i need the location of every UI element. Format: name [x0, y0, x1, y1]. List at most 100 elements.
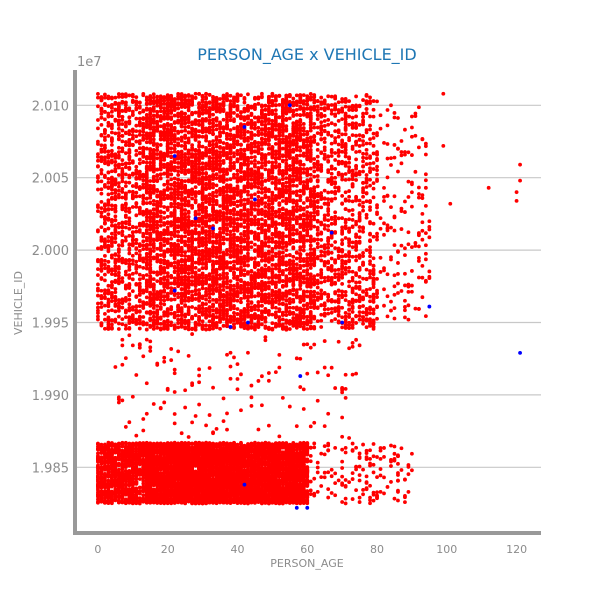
- scatter-point: [141, 276, 145, 280]
- scatter-point: [222, 196, 226, 200]
- scatter-point: [124, 315, 128, 319]
- scatter-point: [239, 272, 243, 276]
- scatter-point: [155, 128, 159, 132]
- scatter-point: [113, 264, 117, 268]
- scatter-point: [127, 243, 131, 247]
- scatter-point: [127, 252, 131, 256]
- scatter-point: [113, 290, 117, 294]
- scatter-point: [152, 148, 156, 152]
- scatter-point: [145, 147, 149, 151]
- scatter-point: [103, 136, 107, 140]
- scatter-point: [302, 167, 306, 171]
- scatter-point: [190, 154, 194, 158]
- scatter-point: [100, 264, 104, 268]
- scatter-point: [312, 207, 316, 211]
- scatter-point: [183, 240, 187, 244]
- scatter-point: [215, 172, 219, 176]
- scatter-point: [215, 128, 219, 132]
- scatter-point: [166, 206, 170, 210]
- scatter-point: [222, 280, 226, 284]
- scatter-point: [103, 304, 107, 308]
- scatter-point: [218, 234, 222, 238]
- scatter-point: [131, 196, 135, 200]
- scatter-point: [176, 130, 180, 134]
- scatter-point: [117, 189, 121, 193]
- scatter-point: [100, 225, 104, 229]
- scatter-point: [305, 199, 309, 203]
- scatter-point: [239, 189, 243, 193]
- scatter-point: [138, 304, 142, 308]
- scatter-point: [204, 97, 208, 101]
- scatter-point: [166, 293, 170, 297]
- scatter-point: [274, 267, 278, 271]
- scatter-point: [180, 254, 184, 258]
- scatter-point: [211, 245, 215, 249]
- scatter-point: [113, 169, 117, 173]
- scatter-point: [215, 252, 219, 256]
- scatter-point: [225, 183, 229, 187]
- scatter-point: [267, 281, 271, 285]
- scatter-point: [96, 302, 100, 306]
- scatter-point: [113, 197, 117, 201]
- scatter-point: [103, 144, 107, 148]
- scatter-point: [267, 119, 271, 123]
- scatter-point: [291, 306, 295, 310]
- scatter-point: [305, 217, 309, 221]
- scatter-point: [173, 211, 177, 215]
- scatter-point: [183, 325, 187, 329]
- scatter-point: [100, 277, 104, 281]
- scatter-point: [194, 293, 198, 297]
- scatter-point: [309, 235, 313, 239]
- scatter-point: [176, 142, 180, 146]
- scatter-point: [208, 186, 212, 190]
- scatter-point: [253, 103, 257, 107]
- scatter-point: [183, 260, 187, 264]
- scatter-point: [100, 187, 104, 191]
- scatter-point: [117, 265, 121, 269]
- scatter-point: [309, 202, 313, 206]
- scatter-point: [190, 235, 194, 239]
- scatter-point: [145, 201, 149, 205]
- scatter-point: [284, 213, 288, 217]
- scatter-point: [134, 95, 138, 99]
- scatter-point: [117, 243, 121, 247]
- scatter-point: [263, 190, 267, 194]
- scatter-point: [204, 243, 208, 247]
- scatter-point: [141, 221, 145, 225]
- scatter-point: [162, 111, 166, 115]
- scatter-point: [215, 287, 219, 291]
- scatter-point: [197, 258, 201, 262]
- scatter-point: [117, 131, 121, 135]
- scatter-point: [141, 175, 145, 179]
- scatter-point: [284, 185, 288, 189]
- scatter-point: [263, 316, 267, 320]
- scatter-point: [106, 317, 110, 321]
- scatter-point: [113, 160, 117, 164]
- scatter-point: [110, 267, 114, 271]
- scatter-point: [187, 268, 191, 272]
- scatter-point: [190, 264, 194, 268]
- scatter-point: [138, 101, 142, 105]
- scatter-point: [148, 227, 152, 231]
- scatter-point: [281, 133, 285, 137]
- scatter-point: [257, 126, 261, 130]
- scatter-point: [246, 236, 250, 240]
- scatter-point: [120, 162, 124, 166]
- scatter-point: [194, 261, 198, 265]
- scatter-point: [173, 198, 177, 202]
- scatter-point: [267, 203, 271, 207]
- scatter-point: [159, 138, 163, 142]
- scatter-point: [204, 246, 208, 250]
- scatter-point: [257, 252, 261, 256]
- scatter-point: [270, 270, 274, 274]
- scatter-point: [284, 118, 288, 122]
- scatter-point: [281, 140, 285, 144]
- scatter-point: [197, 112, 201, 116]
- scatter-point: [309, 92, 313, 96]
- scatter-point: [141, 266, 145, 270]
- scatter-point: [100, 321, 104, 325]
- scatter-point: [110, 283, 114, 287]
- scatter-point: [103, 150, 107, 154]
- scatter-point: [194, 156, 198, 160]
- scatter-point: [298, 198, 302, 202]
